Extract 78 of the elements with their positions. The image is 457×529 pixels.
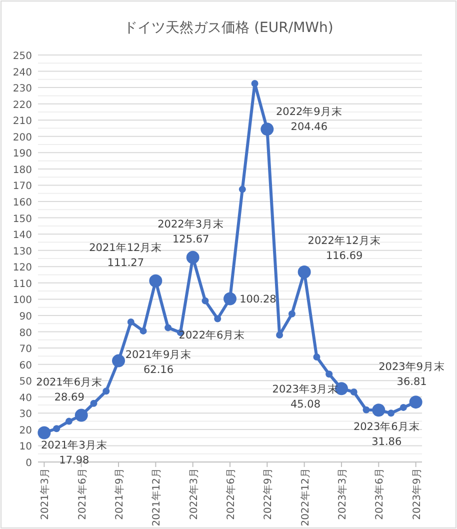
- point: [251, 80, 258, 87]
- y-tick-label: 230: [12, 84, 32, 95]
- x-tick-label: 2022年3月: [188, 468, 200, 520]
- point: [400, 404, 407, 411]
- x-tick-label: 2021年12月: [150, 468, 163, 526]
- x-tick-label: 2023年9月: [410, 468, 423, 520]
- x-tick-label: 2021年6月: [76, 468, 88, 520]
- point: [362, 406, 370, 414]
- x-tick-label: 2021年9月: [114, 468, 126, 520]
- data-label: 100.28: [240, 294, 276, 306]
- chart-title: ドイツ天然ガス価格 (EUR/MWh): [124, 20, 334, 36]
- point: [276, 332, 284, 339]
- data-label: 62.16: [143, 364, 174, 376]
- x-tick-label: 2023年3月: [336, 468, 348, 520]
- point: [326, 370, 333, 378]
- point: [313, 353, 320, 360]
- point: [202, 297, 209, 304]
- y-tick-label: 90: [19, 311, 32, 322]
- point: [288, 310, 296, 318]
- point: [140, 327, 147, 334]
- annotation: 2021年9月末: [125, 348, 192, 361]
- annotation: 2023年6月末: [353, 420, 420, 434]
- point: [238, 186, 246, 193]
- y-tick-label: 20: [19, 425, 32, 436]
- y-tick-label: 40: [19, 392, 32, 404]
- point: [388, 410, 395, 417]
- y-tick-label: 30: [19, 409, 32, 420]
- annotation: 2022年3月末: [158, 217, 224, 230]
- annotation: 2021年6月末: [36, 375, 103, 388]
- data-label: 116.69: [326, 250, 363, 262]
- point: [164, 324, 172, 332]
- y-tick-label: 220: [12, 100, 32, 111]
- annotation: 2021年3月末: [40, 438, 108, 452]
- data-label: 36.81: [396, 376, 427, 388]
- y-tick-label: 170: [12, 181, 32, 192]
- data-label: 28.69: [54, 391, 84, 404]
- data-label: 31.86: [372, 436, 402, 448]
- x-tick-label: 2022年12月: [299, 468, 312, 526]
- point: [350, 388, 358, 396]
- y-tick-label: 100: [12, 295, 32, 306]
- y-tick-label: 110: [12, 278, 32, 290]
- y-tick-label: 200: [12, 132, 32, 144]
- annotation: 2022年9月末: [276, 105, 342, 118]
- data-label: 125.67: [172, 233, 210, 246]
- point: [102, 388, 110, 395]
- y-tick-label: 130: [12, 246, 32, 258]
- y-tick-label: 10: [19, 442, 32, 453]
- y-tick-label: 210: [12, 116, 32, 128]
- data-label: 204.46: [290, 121, 328, 134]
- data-label: 17.98: [59, 454, 90, 467]
- y-tick-label: 120: [12, 262, 32, 274]
- y-tick-label: 250: [12, 51, 32, 62]
- y-tick-label: 240: [12, 67, 32, 78]
- y-tick-label: 190: [12, 148, 32, 160]
- y-tick-label: 180: [12, 164, 32, 176]
- y-tick-label: 70: [19, 344, 32, 356]
- y-tick-label: 80: [19, 328, 32, 339]
- annotation: 2022年6月末: [178, 328, 246, 342]
- y-tick-label: 150: [12, 214, 32, 225]
- point: [214, 315, 222, 322]
- x-tick-label: 2022年9月: [262, 468, 274, 520]
- x-tick-label: 2021年3月: [39, 468, 52, 520]
- x-tick-label: 2023年6月: [374, 468, 386, 520]
- annotation: 2021年12月末: [89, 240, 162, 254]
- data-label: 111.27: [107, 256, 144, 269]
- y-tick-label: 140: [12, 230, 32, 242]
- y-tick-label: 160: [12, 198, 32, 209]
- point: [65, 418, 72, 425]
- data-label: 45.08: [290, 398, 321, 411]
- y-tick-label: 50: [19, 376, 32, 388]
- point: [127, 318, 134, 326]
- annotation: 2022年12月末: [308, 234, 381, 248]
- x-tick-label: 2022年6月: [225, 468, 237, 520]
- point: [90, 400, 98, 407]
- point: [53, 425, 60, 432]
- y-tick-label: 60: [19, 360, 32, 372]
- annotation: 2023年9月末: [378, 360, 446, 374]
- y-tick-label: 0: [26, 458, 32, 469]
